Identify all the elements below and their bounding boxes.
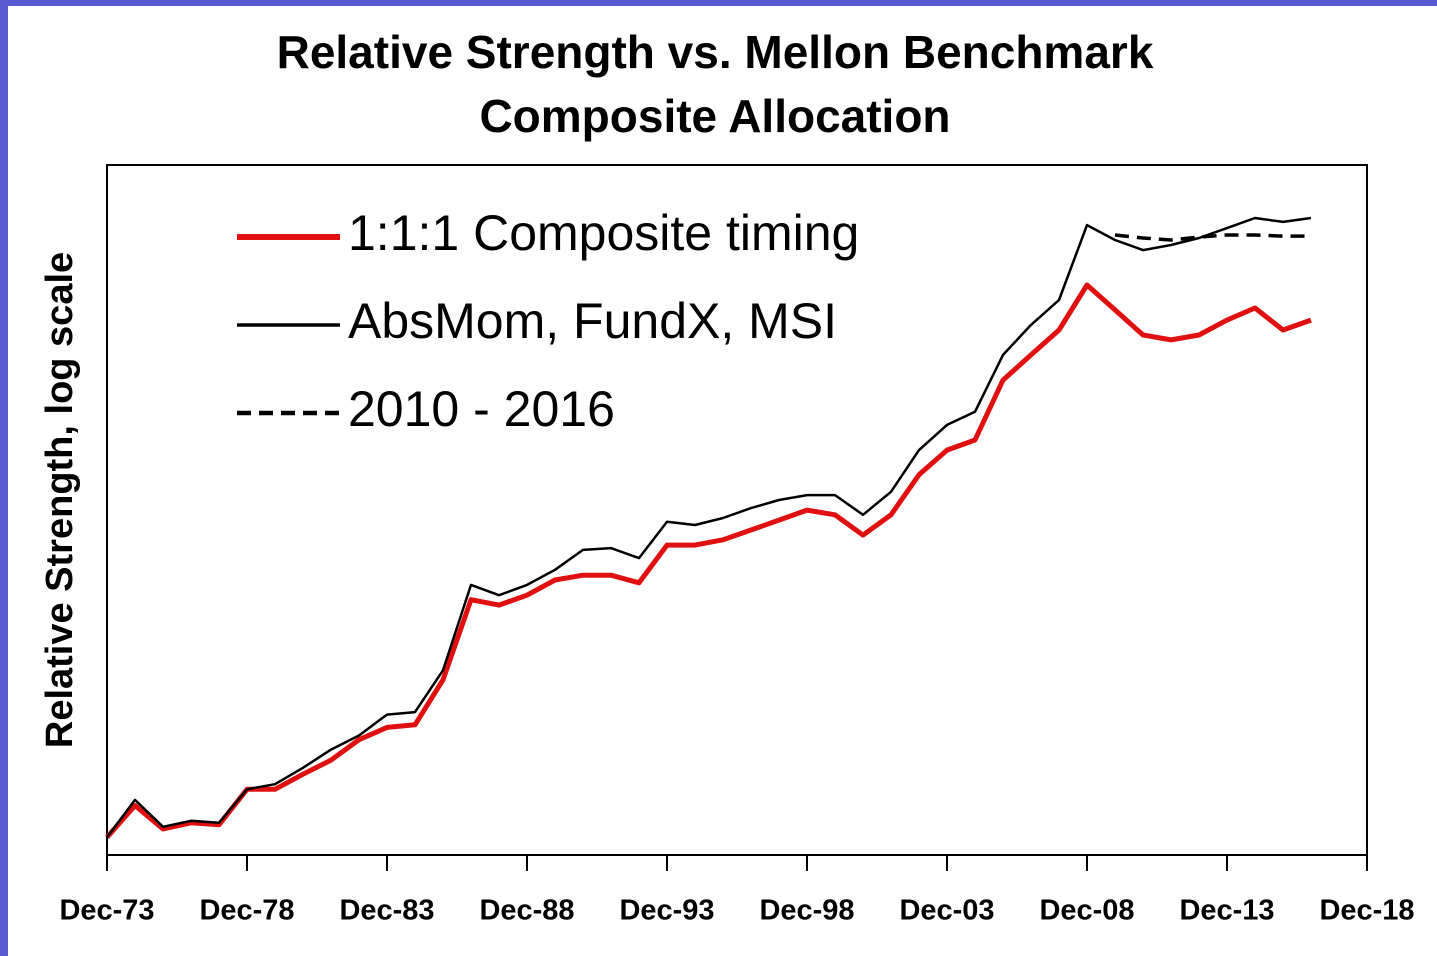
x-tick-label: Dec-78: [199, 895, 294, 927]
x-tick-label: Dec-13: [1179, 895, 1274, 927]
data-line: [105, 282, 1312, 839]
data-line: [1114, 233, 1311, 242]
chart-title: Composite Allocation: [479, 90, 950, 142]
chart-background: [8, 6, 1437, 956]
x-tick-label: Dec-73: [59, 895, 154, 927]
x-tick-label: Dec-83: [339, 895, 434, 927]
plot-area: [106, 164, 1368, 856]
legend-label: 1:1:1 Composite timing: [348, 205, 859, 261]
x-tick-label: Dec-88: [479, 895, 574, 927]
x-tick-label: Dec-03: [899, 895, 994, 927]
legend-label: AbsMom, FundX, MSI: [348, 293, 837, 349]
x-tick-label: Dec-18: [1319, 895, 1414, 927]
x-tick-label: Dec-98: [759, 895, 854, 927]
y-axis-label: Relative Strength, log scale: [39, 252, 81, 748]
x-tick-label: Dec-08: [1039, 895, 1134, 927]
legend-label: 2010 - 2016: [348, 381, 615, 437]
chart-title: Relative Strength vs. Mellon Benchmark: [277, 26, 1154, 78]
x-tick-label: Dec-93: [619, 895, 714, 927]
data-line: [105, 216, 1312, 839]
